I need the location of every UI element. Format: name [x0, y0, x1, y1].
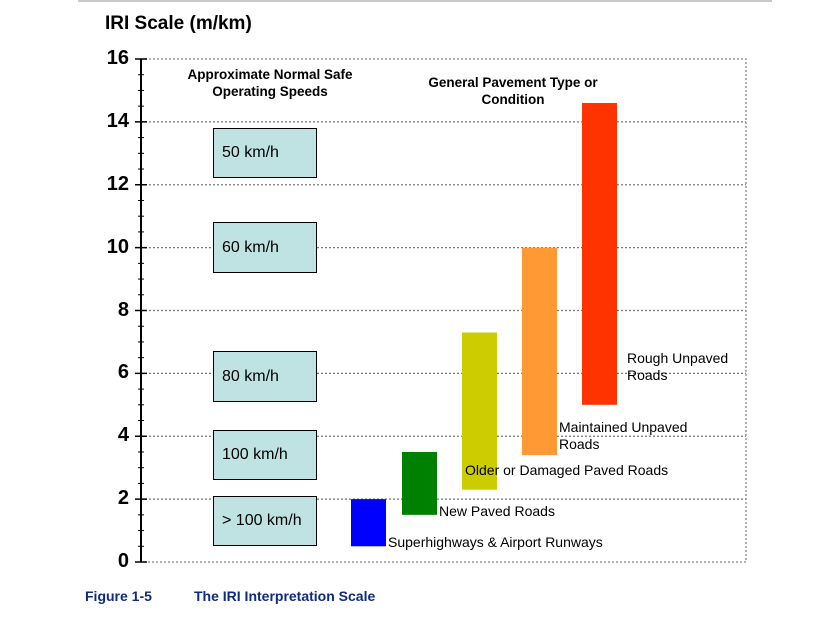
bar-label: Rough Unpaved Roads [627, 349, 729, 383]
figure-number: Figure 1-5 [85, 588, 152, 604]
y-tick-label: 2 [117, 487, 129, 510]
bar-label: Superhighways & Airport Runways [388, 534, 603, 551]
y-tick-label: 0 [117, 550, 129, 572]
top-rule [78, 0, 772, 2]
figure-caption: The IRI Interpretation Scale [194, 588, 376, 604]
bar-label: Maintained Unpaved Roads [559, 419, 688, 453]
y-tick-label: 16 [106, 47, 129, 69]
y-tick-label: 10 [106, 235, 129, 258]
speed-box: 80 km/h [213, 351, 317, 402]
bar-label: Older or Damaged Paved Roads [465, 461, 669, 478]
y-tick-label: 8 [117, 298, 129, 321]
speed-box: 100 km/h [213, 429, 317, 481]
pavement-bar [402, 451, 437, 515]
speed-box: > 100 km/h [213, 495, 317, 547]
chart-title: IRI Scale (m/km) [105, 13, 252, 34]
y-tick-label: 6 [117, 361, 129, 384]
bar-label: New Paved Roads [439, 502, 555, 519]
speed-box: 60 km/h [213, 222, 317, 273]
pavement-bar [582, 103, 617, 405]
y-tick-label: 12 [106, 172, 129, 195]
y-tick-label: 4 [117, 424, 129, 447]
y-tick-label: 14 [106, 109, 129, 132]
pavement-header: General Pavement Type or Condition [428, 75, 598, 107]
pavement-bar [351, 499, 386, 547]
pavement-bar [522, 247, 557, 456]
pavement-bar [462, 332, 497, 490]
speed-box: 50 km/h [213, 128, 317, 179]
speed-header: Approximate Normal Safe Operating Speeds [187, 67, 353, 99]
